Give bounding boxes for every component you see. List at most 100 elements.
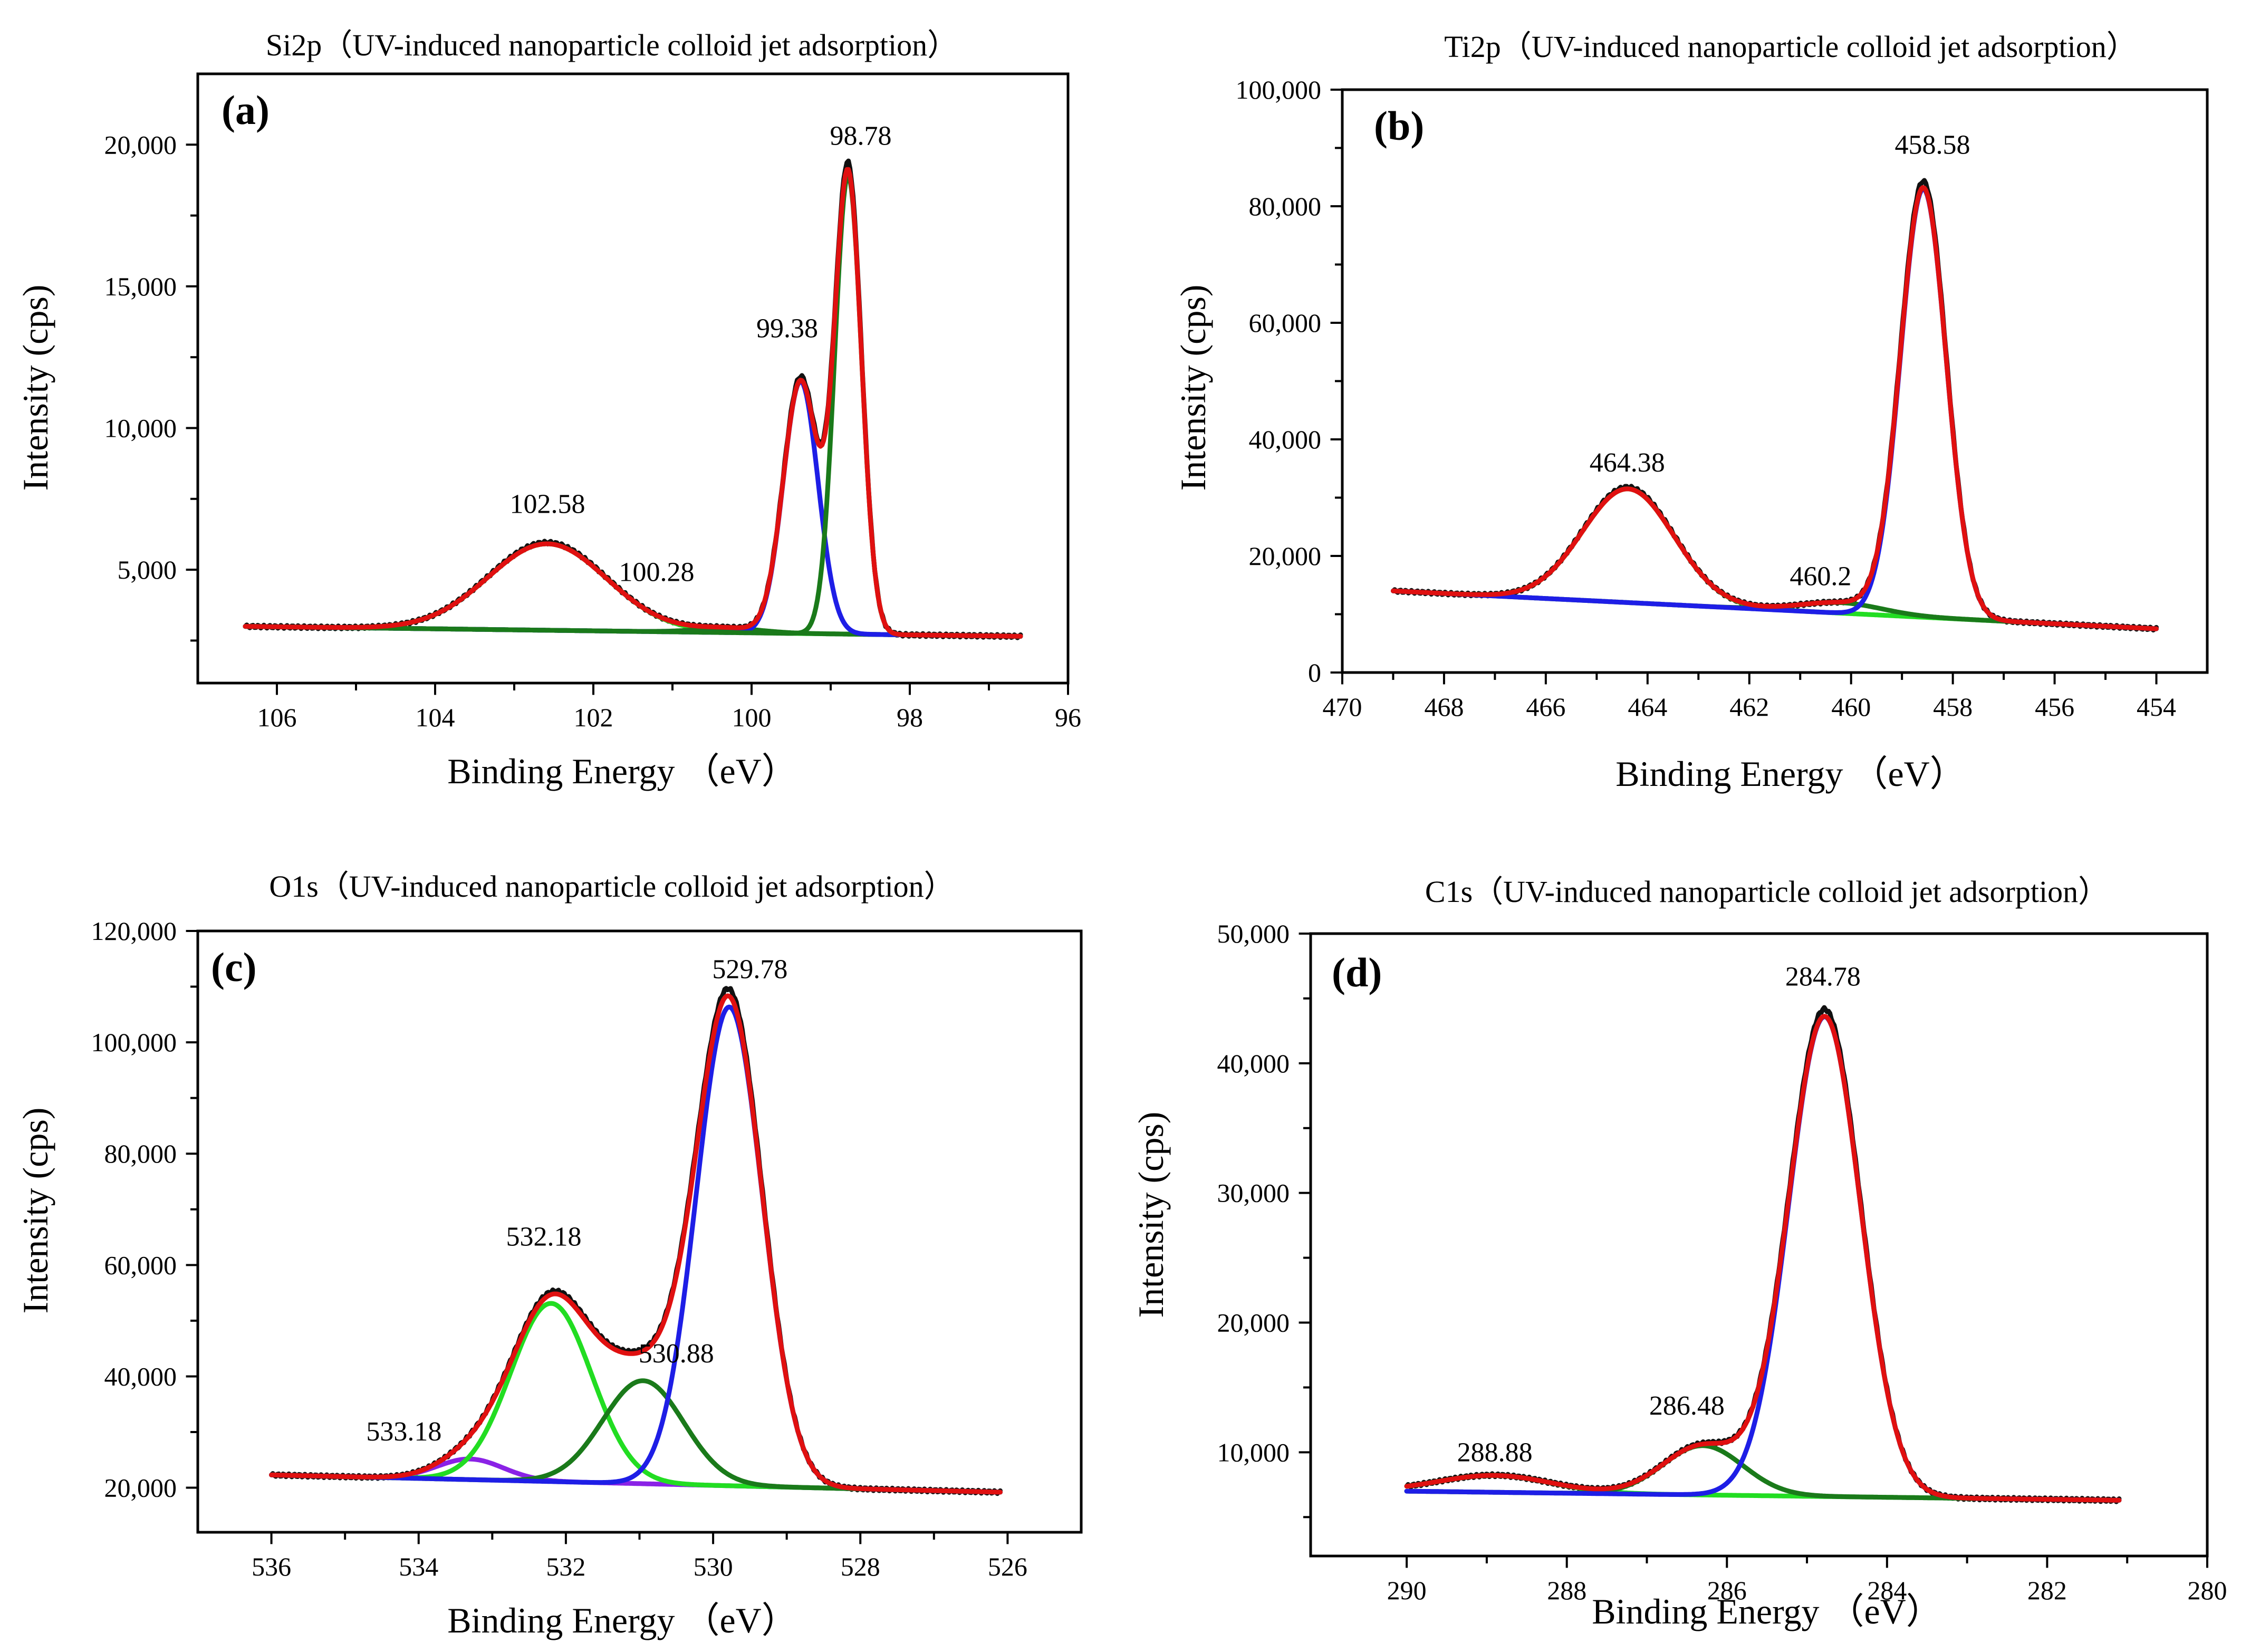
panel-d-letter: (d) [1332,949,1382,995]
y-tick-label: 10,000 [104,414,177,443]
x-tick-label: 104 [416,703,455,732]
panel-b-plot-area: 470 468 466 464 462 460 458 456 454 0 20,000 40,000… [1236,75,2209,722]
y-tick-label: 100,000 [91,1027,177,1057]
x-tick-label: 526 [988,1552,1027,1581]
x-tick-label: 282 [2027,1576,2067,1605]
panel-d-title: C1s（UV-induced nanoparticle colloid jet … [1425,875,2109,909]
y-tick-label: 120,000 [91,916,177,946]
y-tick-label: 60,000 [1249,308,1322,338]
panel-a: Si2p（UV-induced nanoparticle colloid jet… [15,28,1081,791]
x-tick-label: 456 [2035,692,2074,722]
x-tick-label: 528 [841,1552,880,1581]
envelope-line [1404,1014,2122,1503]
panel-a-title: Si2p（UV-induced nanoparticle colloid jet… [266,28,958,62]
peak-label: 284.78 [1785,962,1861,992]
x-tick-label: 460 [1831,692,1871,722]
x-tick-label: 96 [1055,703,1081,732]
envelope-line [269,993,1003,1495]
x-tick-label: 102 [574,703,613,732]
x-tick-label: 454 [2137,692,2176,722]
panel-b-xlabel: Binding Energy （eV） [1615,754,1966,794]
y-tick-label: 20,000 [104,1473,177,1503]
y-tick-label: 80,000 [104,1139,177,1168]
x-tick-label: 458 [1933,692,1973,722]
y-tick-label: 5,000 [118,555,177,584]
y-tick-label: 80,000 [1249,191,1322,221]
plot-frame [1341,88,2209,674]
peak-label: 286.48 [1649,1391,1725,1421]
panel-c: O1s（UV-induced nanoparticle colloid jet … [15,869,1083,1640]
peak-label: 458.58 [1895,130,1970,160]
x-tick-label: 532 [546,1552,585,1581]
panel-a-ylabel: Intensity (cps) [15,285,55,491]
panel-c-xlabel: Binding Energy （eV） [447,1600,797,1640]
panel-b: Ti2p（UV-induced nanoparticle colloid jet… [1173,30,2209,794]
y-tick-label: 50,000 [1217,919,1290,948]
x-tick-label: 464 [1628,692,1667,722]
peak-label: 98.78 [830,121,892,151]
y-tick-label: 30,000 [1217,1178,1290,1208]
peak-label: 460.2 [1790,561,1851,591]
x-tick-label: 288 [1547,1576,1586,1605]
fitted-peak-532.18 [269,1301,1003,1495]
peak-label: 288.88 [1457,1438,1533,1468]
y-tick-label: 20,000 [1249,541,1322,571]
x-tick-label: 534 [399,1552,438,1581]
y-tick-label: 100,000 [1236,75,1322,104]
panel-b-letter: (b) [1374,103,1424,149]
panel-d-plot-area: 290 288 286 284 282 280 10,000 20,000 30,000 40,0… [1217,919,2227,1605]
panel-c-plot-area: 536 534 532 530 528 526 20,000 40,000 60,000 80,0… [91,916,1083,1581]
panel-a-plot-area: 106 104 102 100 98 96 5,000 10,000 15,000 20,000 1… [104,72,1081,732]
x-tick-label: 468 [1424,692,1464,722]
y-tick-label: 60,000 [104,1250,177,1280]
x-tick-label: 530 [694,1552,733,1581]
x-tick-label: 286 [1707,1576,1747,1605]
y-tick-label: 15,000 [104,272,177,301]
panel-c-title: O1s（UV-induced nanoparticle colloid jet … [269,869,954,904]
panel-b-title: Ti2p（UV-induced nanoparticle colloid jet… [1444,30,2137,64]
peak-label: 99.38 [756,314,818,344]
x-tick-label: 100 [732,703,772,732]
fitted-peak-284.78 [1404,1014,2122,1503]
fitted-peak-458.58 [1391,186,2159,631]
y-tick-label: 0 [1308,658,1321,687]
peak-label: 530.88 [639,1339,714,1369]
peak-label: 532.18 [506,1222,582,1252]
plot-frame [1309,932,2209,1558]
x-tick-label: 284 [1867,1576,1907,1605]
peak-label: 529.78 [712,955,787,985]
plot-frame [196,929,1083,1534]
x-tick-label: 462 [1729,692,1769,722]
x-tick-label: 98 [897,703,923,732]
y-tick-label: 20,000 [1217,1308,1290,1338]
panel-c-ylabel: Intensity (cps) [15,1108,55,1314]
peak-label: 100.28 [619,558,695,588]
peak-label: 464.38 [1590,448,1665,478]
raw-data-line [1391,178,2159,633]
y-tick-label: 40,000 [104,1361,177,1391]
raw-data-line [1404,1005,2122,1504]
x-tick-label: 470 [1323,692,1362,722]
x-tick-label: 290 [1387,1576,1427,1605]
panel-b-ylabel: Intensity (cps) [1173,285,1213,491]
x-tick-label: 466 [1526,692,1565,722]
x-tick-label: 536 [252,1552,291,1581]
panel-a-letter: (a) [222,87,270,133]
plot-frame [196,72,1070,685]
envelope-line [1391,185,2159,631]
y-tick-label: 20,000 [104,130,177,159]
panel-a-xlabel: Binding Energy （eV） [447,751,797,791]
panel-c-letter: (c) [211,944,257,990]
peak-label: 533.18 [366,1417,441,1447]
panel-d-xlabel: Binding Energy （eV） [1592,1591,1942,1631]
peak-label: 102.58 [510,489,585,520]
y-tick-label: 40,000 [1217,1049,1290,1078]
panel-d-ylabel: Intensity (cps) [1131,1112,1171,1318]
panel-d: C1s（UV-induced nanoparticle colloid jet … [1131,875,2227,1631]
envelope-line [243,167,1023,639]
x-tick-label: 106 [257,703,297,732]
y-tick-label: 10,000 [1217,1437,1290,1467]
y-tick-label: 40,000 [1249,425,1322,454]
x-tick-label: 280 [2188,1576,2227,1605]
